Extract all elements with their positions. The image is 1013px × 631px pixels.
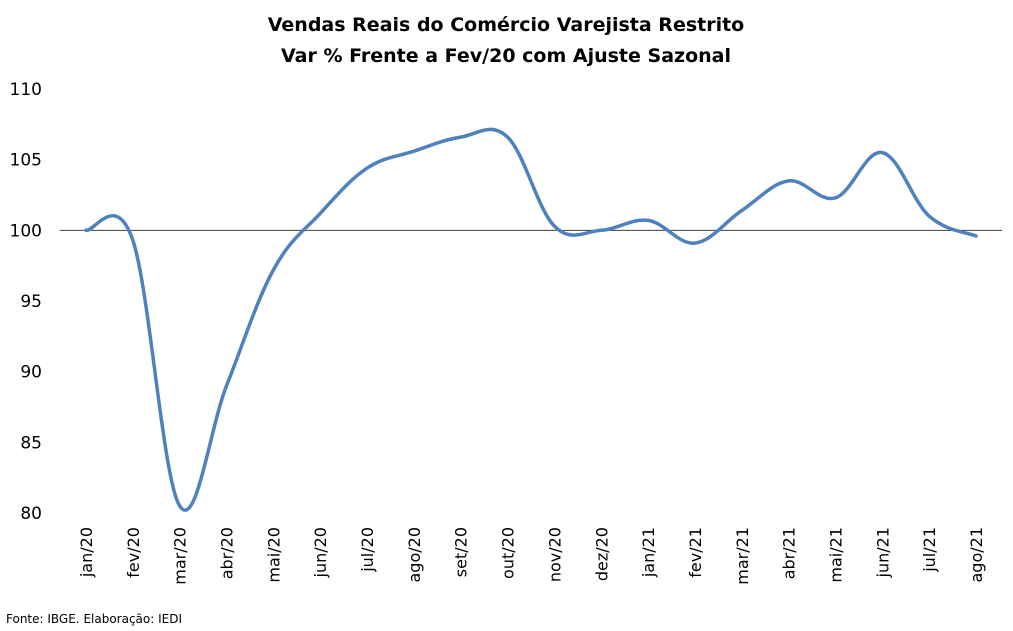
y-tick-label: 100 xyxy=(10,221,42,241)
y-tick-label: 85 xyxy=(20,433,42,453)
chart-subtitle: Var % Frente a Fev/20 com Ajuste Sazonal xyxy=(281,45,731,67)
x-tick-label: mai/21 xyxy=(826,527,845,583)
x-tick-label: jul/20 xyxy=(358,527,377,573)
x-tick-label: mar/20 xyxy=(171,527,190,585)
y-tick-label: 110 xyxy=(10,80,42,100)
series-line xyxy=(84,127,978,512)
x-tick-label: mar/21 xyxy=(733,527,752,585)
data-point xyxy=(927,214,931,218)
x-tick-label: jun/20 xyxy=(311,527,330,578)
data-point xyxy=(787,179,791,183)
y-tick-label: 95 xyxy=(20,292,42,312)
source-note: Fonte: IBGE. Elaboração: IEDI xyxy=(6,612,183,626)
data-point xyxy=(225,384,229,388)
data-point xyxy=(131,238,135,242)
x-tick-label: fev/21 xyxy=(686,527,705,578)
data-point xyxy=(974,234,978,238)
x-tick-label: fev/20 xyxy=(124,527,143,578)
x-tick-label: dez/20 xyxy=(592,527,611,581)
data-point xyxy=(693,241,697,245)
data-point xyxy=(506,135,510,139)
data-point xyxy=(833,196,837,200)
y-tick-label: 105 xyxy=(10,151,42,171)
x-tick-label: set/20 xyxy=(452,527,471,577)
data-point xyxy=(318,211,322,215)
x-axis: jan/20 fev/20 mar/20 abr/20 mai/20 jun/20 jul/… xyxy=(77,527,986,585)
x-tick-label: mai/20 xyxy=(264,527,283,583)
data-point xyxy=(552,224,556,228)
chart-title: Vendas Reais do Comércio Varejista Restr… xyxy=(268,14,744,36)
data-point xyxy=(84,228,88,232)
data-point xyxy=(365,166,369,170)
data-point xyxy=(740,209,744,213)
x-tick-label: jun/21 xyxy=(873,527,892,578)
x-tick-label: ago/21 xyxy=(967,527,986,583)
data-point xyxy=(271,268,275,272)
x-tick-label: jul/21 xyxy=(920,527,939,573)
data-point xyxy=(178,504,182,508)
x-tick-label: nov/20 xyxy=(545,527,564,582)
y-tick-label: 90 xyxy=(20,363,42,383)
x-tick-label: jan/21 xyxy=(639,527,658,578)
data-point xyxy=(880,151,884,155)
data-point xyxy=(599,228,603,232)
y-tick-label: 80 xyxy=(20,504,42,524)
x-tick-label: jan/20 xyxy=(77,527,96,578)
y-axis: 80 85 90 95 100 105 110 xyxy=(10,80,42,524)
series-group xyxy=(84,127,978,512)
data-point xyxy=(412,149,416,153)
x-tick-label: ago/20 xyxy=(405,527,424,583)
x-tick-label: abr/20 xyxy=(218,527,237,579)
data-point xyxy=(646,218,650,222)
data-point xyxy=(459,135,463,139)
x-tick-label: out/20 xyxy=(499,527,518,579)
x-tick-label: abr/21 xyxy=(780,527,799,579)
